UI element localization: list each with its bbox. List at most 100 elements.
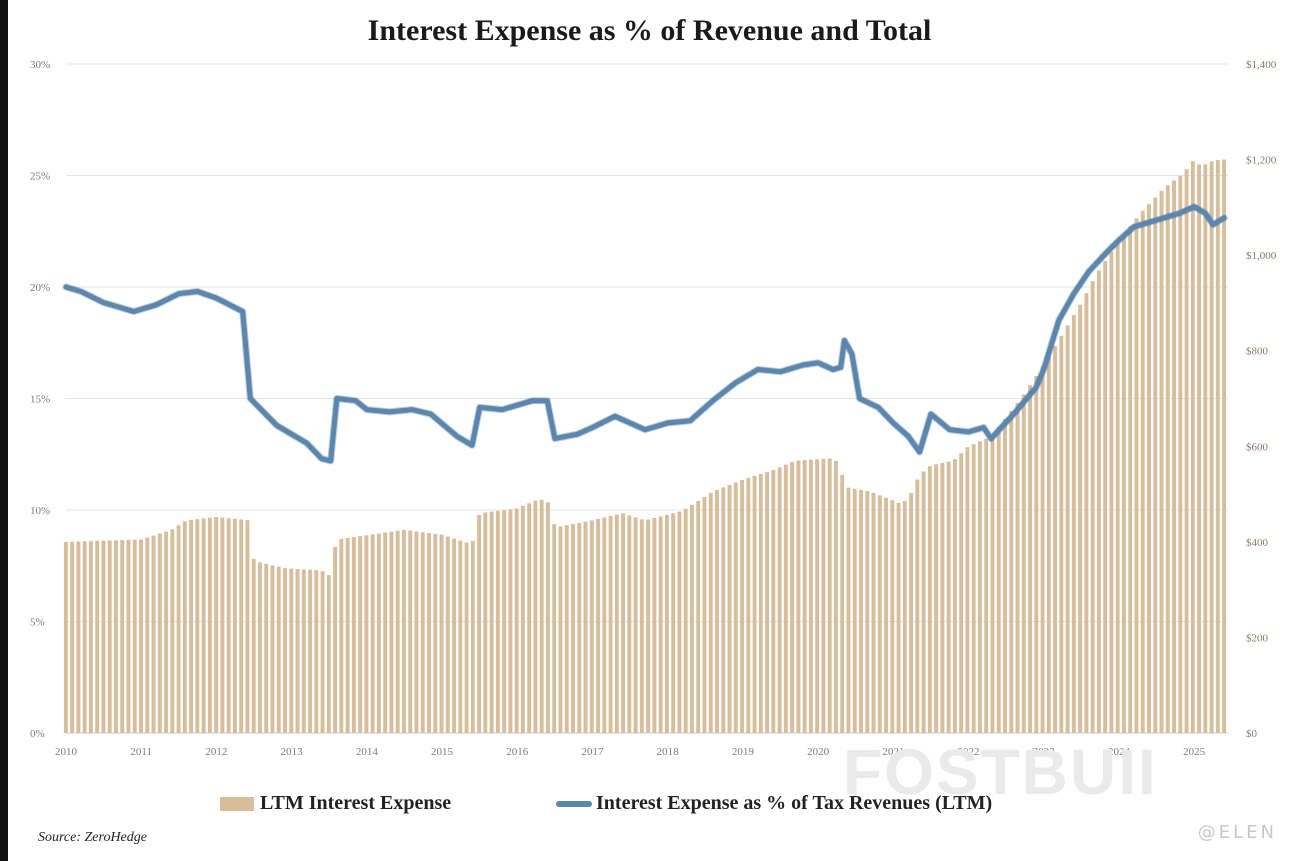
bar: [145, 537, 150, 733]
bar: [139, 539, 143, 733]
bar: [1128, 226, 1133, 733]
x-tick-label: 2016: [506, 746, 529, 758]
bar: [1015, 402, 1020, 733]
bar: [877, 495, 882, 733]
bar-series: [63, 159, 1227, 734]
bar: [420, 532, 425, 733]
bar: [696, 500, 701, 733]
bar: [445, 536, 450, 733]
bar: [959, 453, 964, 733]
bar: [752, 475, 757, 733]
bar: [1140, 210, 1145, 734]
bar: [758, 474, 763, 733]
right-tick-label: $1,400: [1246, 59, 1277, 71]
right-tick-label: $200: [1246, 632, 1269, 644]
bar: [746, 477, 751, 733]
bar: [621, 513, 626, 733]
bar: [483, 512, 488, 733]
bar: [226, 518, 231, 733]
legend-label-bars: LTM Interest Expense: [260, 792, 452, 814]
x-tick-label: 2025: [1183, 746, 1206, 758]
bar: [232, 518, 237, 733]
bar: [614, 514, 619, 733]
right-tick-label: $600: [1246, 441, 1269, 453]
bar: [702, 496, 707, 733]
x-tick-label: 2019: [732, 746, 755, 758]
left-tick-label: 0%: [30, 728, 45, 740]
bar: [577, 522, 582, 733]
bar: [990, 434, 995, 733]
bar: [258, 562, 262, 733]
bar: [1178, 175, 1183, 733]
bar: [151, 535, 156, 733]
bar: [82, 541, 87, 733]
bar: [596, 519, 600, 733]
bar: [520, 505, 525, 733]
bar: [646, 519, 651, 733]
bar: [765, 472, 770, 733]
bar: [827, 458, 832, 733]
bar: [107, 540, 112, 733]
bar: [583, 521, 588, 733]
legend-label-line: Interest Expense as % of Tax Revenues (L…: [596, 792, 993, 814]
bar: [364, 535, 369, 733]
right-tick-label: $400: [1246, 537, 1269, 549]
right-tick-label: $0: [1246, 728, 1258, 740]
bar: [1096, 270, 1101, 733]
bar: [690, 504, 694, 733]
bar: [658, 516, 663, 733]
bar: [777, 467, 782, 733]
bar: [727, 485, 732, 733]
left-tick-label: 5%: [30, 617, 45, 629]
bar: [270, 565, 275, 733]
bar: [345, 537, 350, 733]
x-tick-label: 2023: [1033, 746, 1056, 758]
bar: [295, 569, 300, 733]
bar: [683, 508, 688, 733]
bar: [201, 518, 206, 733]
bar: [546, 502, 550, 733]
bar: [1197, 164, 1202, 733]
bar: [439, 534, 444, 733]
bar: [783, 464, 788, 733]
left-axis-ticks: 0% 5% 10% 15% 20% 25% 30%: [30, 59, 50, 740]
legend-bar-swatch: [220, 796, 254, 811]
x-tick-label: 2010: [55, 746, 78, 758]
legend-item-bars: LTM Interest Expense: [220, 792, 451, 815]
bar: [489, 511, 494, 733]
bar: [220, 517, 225, 733]
x-tick-label: 2024: [1108, 746, 1131, 758]
x-tick-label: 2014: [356, 746, 379, 758]
bar: [1071, 315, 1076, 733]
bar: [245, 520, 250, 733]
bar: [1059, 335, 1064, 733]
bar: [132, 539, 137, 733]
bar: [414, 531, 419, 733]
source-note: Source: ZeroHedge: [38, 830, 147, 845]
line-series: [62, 203, 1228, 465]
bar: [1159, 190, 1164, 733]
bar: [182, 521, 187, 733]
bar: [502, 510, 507, 733]
left-tick-label: 30%: [30, 59, 50, 71]
bar: [101, 540, 106, 733]
bar: [283, 568, 287, 733]
bar: [627, 515, 632, 733]
x-tick-label: 2017: [581, 746, 604, 758]
bar: [921, 471, 926, 733]
bar: [558, 526, 563, 733]
bar: [126, 539, 131, 733]
bar: [76, 541, 81, 733]
x-axis-ticks: 2010 2011 2012 2013 2014 2015 2016 2017 2018 2019…: [55, 746, 1206, 758]
bar: [351, 537, 356, 733]
bar: [846, 487, 851, 733]
bar: [871, 492, 876, 733]
x-tick-label: 2018: [657, 746, 680, 758]
bar: [915, 479, 920, 733]
bar: [927, 466, 932, 733]
bar: [314, 570, 319, 733]
bar: [708, 492, 713, 733]
bar: [333, 546, 338, 733]
bar: [1153, 197, 1158, 733]
bar: [408, 530, 413, 733]
